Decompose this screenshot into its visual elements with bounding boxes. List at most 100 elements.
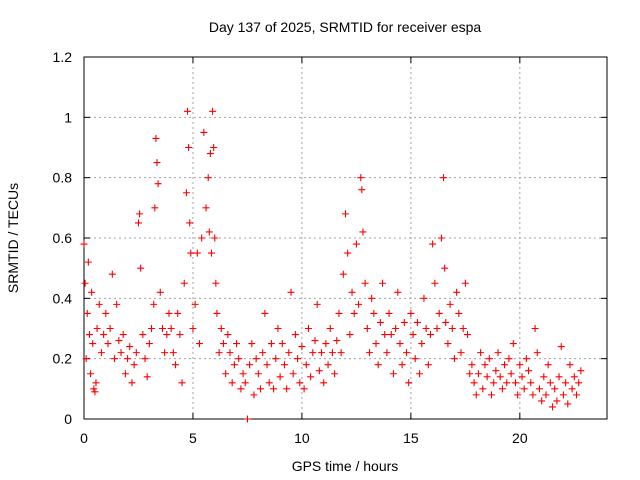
data-point [111, 355, 119, 363]
data-point [248, 340, 256, 348]
data-point [115, 337, 123, 345]
data-point [533, 349, 541, 357]
data-point [564, 400, 572, 408]
data-point [333, 337, 341, 345]
data-point [90, 385, 98, 393]
x-axis-label: GPS time / hours [292, 458, 399, 474]
data-point [302, 361, 310, 369]
data-point [505, 355, 513, 363]
data-point [230, 361, 238, 369]
data-point [520, 385, 528, 393]
data-point [577, 367, 585, 375]
data-point [108, 270, 116, 278]
data-point [498, 385, 506, 393]
data-point [274, 325, 282, 332]
data-point [219, 340, 227, 348]
data-point [134, 219, 142, 227]
data-point [252, 355, 260, 363]
data-point [453, 288, 461, 296]
data-point [387, 331, 395, 339]
data-point [267, 340, 275, 348]
data-point [496, 373, 504, 381]
data-point [514, 391, 522, 399]
data-point [374, 361, 382, 369]
data-point [372, 340, 380, 348]
data-point [296, 379, 304, 387]
data-point [202, 204, 210, 212]
data-point [283, 385, 291, 393]
data-point [313, 300, 321, 308]
data-point [575, 379, 583, 387]
data-point [361, 279, 369, 287]
data-point [222, 370, 230, 378]
data-point [426, 331, 434, 339]
x-tick-label: 10 [294, 430, 310, 446]
data-point [143, 373, 151, 381]
data-point [141, 355, 149, 363]
data-point [516, 361, 524, 369]
data-point [328, 349, 336, 357]
data-point [113, 300, 121, 308]
data-point [422, 325, 430, 332]
data-point [357, 174, 365, 182]
data-point [355, 300, 363, 308]
data-point [472, 391, 480, 399]
data-point [359, 228, 367, 236]
data-point [154, 180, 162, 188]
y-tick-label: 1 [64, 109, 72, 125]
data-point [409, 331, 417, 339]
data-point [311, 337, 319, 345]
data-point [121, 370, 129, 378]
data-point [358, 186, 366, 194]
data-point [551, 385, 559, 393]
data-point [350, 309, 358, 317]
grid-lines [84, 57, 607, 419]
x-tick-label: 0 [80, 430, 88, 446]
data-point [193, 249, 201, 257]
data-point [276, 373, 284, 381]
data-point [392, 325, 400, 332]
data-point [403, 349, 411, 357]
data-point [394, 288, 402, 296]
data-point [405, 379, 413, 387]
data-point [570, 373, 578, 381]
data-point [527, 379, 535, 387]
data-point [178, 379, 186, 387]
data-point [102, 309, 110, 317]
data-point [307, 373, 315, 381]
data-point [568, 385, 576, 393]
data-point [481, 361, 489, 369]
data-point [150, 300, 158, 308]
data-point [459, 325, 467, 332]
y-tick-label: 0.8 [53, 170, 73, 186]
data-point [446, 300, 454, 308]
data-point [152, 134, 160, 142]
data-point [411, 355, 419, 363]
data-point [212, 279, 220, 287]
data-point [250, 391, 258, 399]
data-point [136, 210, 144, 218]
data-point [503, 379, 511, 387]
data-point [555, 373, 563, 381]
data-point [346, 331, 354, 339]
data-point [172, 361, 180, 369]
data-point [435, 309, 443, 317]
data-point [280, 361, 288, 369]
data-point [254, 370, 262, 378]
data-point [263, 361, 271, 369]
data-point [88, 288, 96, 296]
data-point [461, 279, 469, 287]
data-point [407, 309, 415, 317]
data-point [117, 349, 125, 357]
data-point [174, 309, 182, 317]
data-point [429, 240, 437, 248]
data-point [257, 385, 265, 393]
data-point [205, 228, 213, 236]
data-point [566, 361, 574, 369]
data-point [492, 367, 500, 375]
data-point [237, 385, 245, 393]
data-point [81, 279, 89, 287]
data-point [531, 325, 539, 332]
data-point [272, 355, 280, 363]
